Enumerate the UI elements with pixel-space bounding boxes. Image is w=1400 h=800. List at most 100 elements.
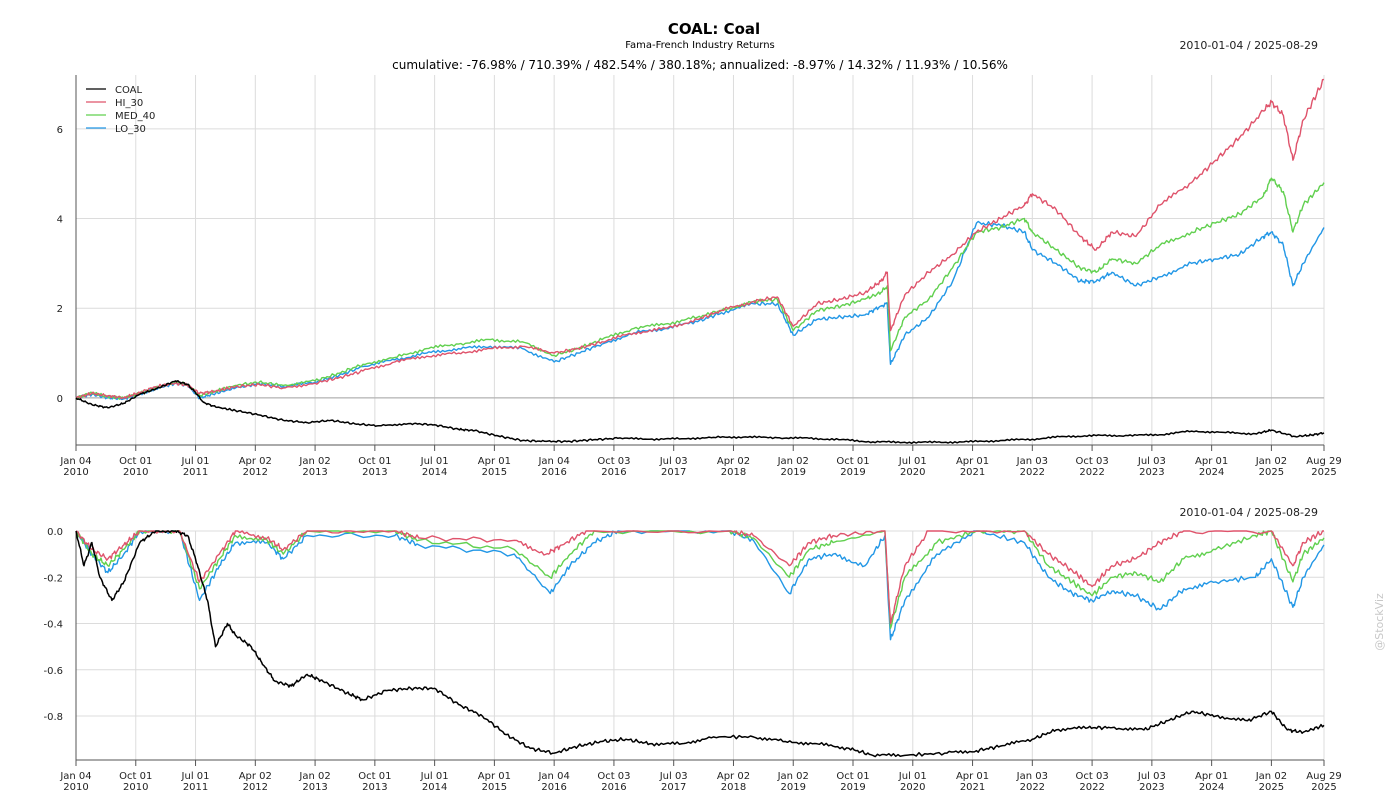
x-tick-year: 2023 [1139, 467, 1164, 478]
x-tick-year: 2012 [243, 467, 268, 478]
x-tick-year: 2013 [362, 782, 387, 793]
x-tick-label: Oct 03 [1075, 771, 1108, 782]
x-tick-year: 2025 [1311, 467, 1336, 478]
legend-label: HI_30 [115, 98, 143, 109]
chart-stats: cumulative: -76.98% / 710.39% / 482.54% … [392, 58, 1008, 72]
x-tick-year: 2018 [721, 782, 746, 793]
x-tick-label: Jul 01 [898, 456, 927, 467]
x-tick-label: Jul 01 [420, 771, 449, 782]
x-tick-year: 2015 [482, 467, 507, 478]
chart-title: COAL: Coal [668, 20, 760, 38]
x-tick-year: 2017 [661, 467, 686, 478]
series-line-lo-30 [75, 220, 1325, 401]
x-tick-label: Jan 04 [537, 771, 569, 782]
x-tick-year: 2016 [541, 782, 566, 793]
chart-subtitle: Fama-French Industry Returns [625, 40, 775, 51]
x-tick-label: Oct 01 [358, 771, 391, 782]
x-tick-label: Jul 03 [659, 456, 688, 467]
x-tick-label: Jul 01 [181, 456, 210, 467]
series-line-hi-30 [75, 78, 1325, 400]
x-tick-year: 2010 [63, 467, 88, 478]
x-tick-year: 2011 [183, 782, 208, 793]
x-tick-year: 2021 [960, 467, 985, 478]
x-tick-label: Apr 01 [478, 771, 511, 782]
legend-label: MED_40 [115, 111, 155, 122]
x-tick-year: 2014 [422, 782, 447, 793]
x-tick-label: Jan 02 [298, 771, 330, 782]
x-tick-year: 2020 [900, 467, 925, 478]
upper-date-range: 2010-01-04 / 2025-08-29 [1179, 39, 1318, 52]
x-tick-label: Jan 04 [537, 456, 569, 467]
x-tick-year: 2013 [362, 467, 387, 478]
series-line-hi-30 [75, 530, 1324, 625]
x-tick-label: Oct 01 [358, 456, 391, 467]
x-tick-label: Apr 02 [239, 456, 272, 467]
x-tick-label: Oct 01 [836, 771, 869, 782]
series-line-coal [75, 380, 1325, 445]
series-line-med-40 [75, 177, 1325, 400]
x-tick-year: 2010 [123, 782, 148, 793]
x-tick-year: 2022 [1020, 467, 1045, 478]
x-tick-label: Jan 02 [298, 456, 330, 467]
x-tick-year: 2011 [183, 467, 208, 478]
x-tick-label: Apr 02 [717, 771, 750, 782]
y-tick-label: 4 [57, 215, 63, 226]
x-tick-label: Apr 01 [1195, 456, 1228, 467]
x-tick-year: 2022 [1079, 467, 1104, 478]
x-tick-label: Jul 03 [1137, 771, 1166, 782]
x-tick-year: 2019 [781, 782, 806, 793]
x-tick-year: 2024 [1199, 467, 1224, 478]
x-tick-year: 2022 [1020, 782, 1045, 793]
y-tick-label: -0.8 [43, 712, 63, 723]
x-tick-label: Jan 04 [59, 456, 91, 467]
x-tick-year: 2014 [422, 467, 447, 478]
series-line-med-40 [75, 530, 1325, 629]
y-tick-label: 0.0 [47, 527, 63, 538]
x-tick-year: 2017 [661, 782, 686, 793]
x-tick-year: 2025 [1311, 782, 1336, 793]
x-tick-label: Aug 29 [1306, 456, 1341, 467]
legend-label: COAL [115, 85, 143, 96]
x-tick-label: Apr 01 [1195, 771, 1228, 782]
x-tick-year: 2025 [1259, 782, 1284, 793]
y-tick-label: 0 [57, 394, 63, 405]
x-tick-year: 2021 [960, 782, 985, 793]
x-tick-label: Jan 02 [777, 456, 809, 467]
series-line-lo-30 [75, 530, 1325, 641]
x-tick-label: Jul 01 [181, 771, 210, 782]
x-tick-year: 2016 [541, 467, 566, 478]
x-tick-year: 2018 [721, 467, 746, 478]
x-tick-year: 2010 [123, 467, 148, 478]
x-tick-label: Jul 03 [659, 771, 688, 782]
y-tick-label: -0.4 [43, 620, 63, 631]
x-tick-label: Oct 03 [597, 771, 630, 782]
y-tick-label: -0.6 [43, 666, 63, 677]
x-tick-year: 2013 [302, 467, 327, 478]
series-line-coal [75, 530, 1325, 758]
x-tick-label: Jan 02 [1255, 771, 1287, 782]
x-tick-label: Apr 02 [717, 456, 750, 467]
x-tick-label: Jan 02 [1255, 456, 1287, 467]
x-tick-year: 2016 [601, 467, 626, 478]
x-tick-year: 2019 [781, 467, 806, 478]
x-tick-label: Apr 01 [956, 456, 989, 467]
x-tick-year: 2022 [1079, 782, 1104, 793]
x-tick-label: Oct 01 [119, 456, 152, 467]
x-tick-label: Jan 04 [59, 771, 91, 782]
x-tick-year: 2024 [1199, 782, 1224, 793]
x-tick-label: Jul 03 [1137, 456, 1166, 467]
x-tick-label: Oct 01 [836, 456, 869, 467]
watermark: @StockViz [1373, 593, 1386, 651]
y-tick-label: -0.2 [43, 573, 63, 584]
x-tick-label: Jan 02 [777, 771, 809, 782]
y-tick-label: 6 [57, 125, 63, 136]
x-tick-label: Apr 01 [956, 771, 989, 782]
x-tick-year: 2025 [1259, 467, 1284, 478]
x-tick-label: Jan 03 [1016, 456, 1048, 467]
y-tick-label: 2 [57, 304, 63, 315]
x-tick-label: Oct 01 [119, 771, 152, 782]
x-tick-label: Oct 03 [1075, 456, 1108, 467]
x-tick-year: 2013 [302, 782, 327, 793]
x-tick-year: 2023 [1139, 782, 1164, 793]
